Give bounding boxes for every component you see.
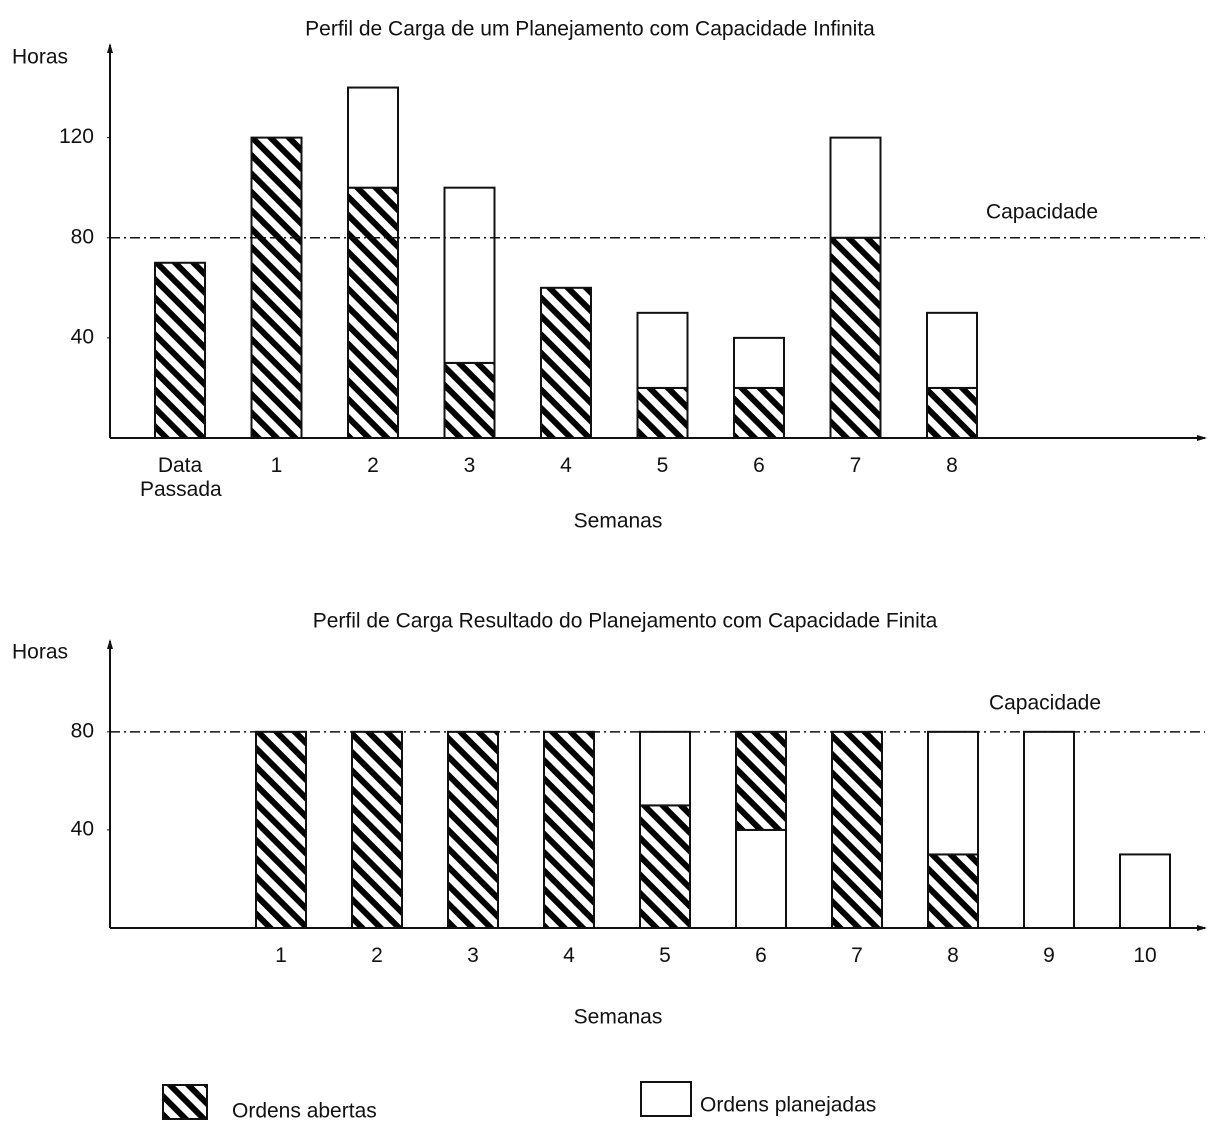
x-tick-label: 1 [270, 454, 283, 477]
bar-segment [735, 730, 787, 831]
x-tick-label-box: 7 [849, 454, 862, 477]
capacity-label: Capacidade [986, 201, 1098, 224]
x-tick-label-box: 9 [1043, 944, 1055, 967]
x-tick-label-box: 4 [563, 944, 575, 967]
x-tick-label-box: 6 [753, 454, 765, 477]
bar-segment [639, 730, 691, 807]
bar-segment [443, 186, 496, 364]
x-tick-label: 4 [560, 454, 572, 477]
bar-segment [347, 186, 399, 439]
bar-segment [636, 386, 689, 440]
bar-segment [447, 730, 499, 930]
y-tick-label: 40 [71, 817, 94, 840]
y-tick-label: 120 [59, 125, 94, 148]
x-tick-label-box: 2 [371, 944, 383, 967]
x-tick-label: 10 [1133, 944, 1157, 967]
legend-swatch [162, 1084, 208, 1120]
y-axis-label: Horas [12, 46, 68, 69]
x-tick-label: 1 [275, 944, 287, 967]
x-tick-label: Data Passada [140, 454, 222, 501]
x-axis-label: Semanas [574, 510, 663, 533]
x-tick-label: 8 [946, 454, 958, 477]
x-tick-label-box: 8 [947, 944, 959, 967]
bar-segment [926, 311, 978, 389]
x-tick-label-box: 7 [851, 944, 863, 967]
x-tick-label-box: 4 [560, 454, 572, 477]
x-tick-label-box: 6 [755, 944, 767, 967]
x-tick-label: 7 [849, 454, 862, 477]
x-tick-label-box: 10 [1133, 944, 1157, 967]
bar-segment [733, 336, 785, 389]
bar-segment [831, 730, 883, 930]
chart-title: Perfil de Carga de um Planejamento com C… [305, 18, 875, 41]
x-tick-label-box: 5 [656, 454, 669, 477]
bar-segment [636, 311, 689, 389]
x-tick-label-box: 2 [367, 454, 379, 477]
x-tick-label-box: 5 [659, 944, 671, 967]
x-tick-label: 8 [947, 944, 959, 967]
x-tick-label-box: 8 [946, 454, 958, 477]
bar-segment [250, 136, 303, 439]
x-tick-label: 3 [463, 454, 476, 477]
x-tick-label-box: 3 [467, 944, 479, 967]
x-tick-label-box: 1 [275, 944, 287, 967]
y-axis-label: Horas [12, 641, 68, 664]
x-tick-label-box: Data Passada [140, 454, 222, 501]
bar-segment [927, 730, 979, 856]
y-tick-label: 80 [71, 719, 94, 742]
bar-segment [443, 361, 496, 439]
y-tick-label: 40 [71, 325, 94, 348]
y-axis-arrow [107, 639, 113, 649]
bar-segment [347, 86, 399, 189]
bar-segment [351, 730, 403, 930]
bar-segment [735, 828, 787, 929]
bar-segment [829, 136, 882, 239]
x-tick-label: 4 [563, 944, 575, 967]
bar-segment [540, 286, 592, 439]
legend-label: Ordens planejadas [700, 1094, 876, 1117]
y-axis-arrow [107, 43, 113, 53]
bar-segment [154, 261, 206, 439]
x-tick-label: 2 [371, 944, 383, 967]
chart-title: Perfil de Carga Resultado do Planejament… [313, 610, 938, 633]
x-tick-label: 7 [851, 944, 863, 967]
x-tick-label-box: 3 [463, 454, 476, 477]
x-axis-label: Semanas [574, 1006, 663, 1029]
x-tick-label: 5 [659, 944, 671, 967]
x-tick-label: 5 [656, 454, 669, 477]
x-axis-arrow [1197, 435, 1207, 441]
bar-segment [733, 386, 785, 440]
y-tick-label: 80 [71, 225, 94, 248]
x-tick-label: 2 [367, 454, 379, 477]
x-tick-label: 6 [753, 454, 765, 477]
x-axis-arrow [1197, 925, 1207, 931]
x-tick-label: 9 [1043, 944, 1055, 967]
x-tick-label: 3 [467, 944, 479, 967]
bar-segment [1119, 853, 1171, 929]
legend-label: Ordens abertas [232, 1100, 377, 1123]
bar-segment [926, 386, 978, 440]
bar-segment [1023, 730, 1075, 930]
bar-segment [639, 804, 691, 929]
bar-segment [829, 236, 882, 439]
bar-segment [927, 853, 979, 929]
capacity-label: Capacidade [989, 692, 1101, 715]
legend-swatch [640, 1081, 692, 1117]
x-tick-label-box: 1 [270, 454, 283, 477]
x-tick-label: 6 [755, 944, 767, 967]
bar-segment [255, 730, 307, 930]
bar-segment [543, 730, 595, 930]
